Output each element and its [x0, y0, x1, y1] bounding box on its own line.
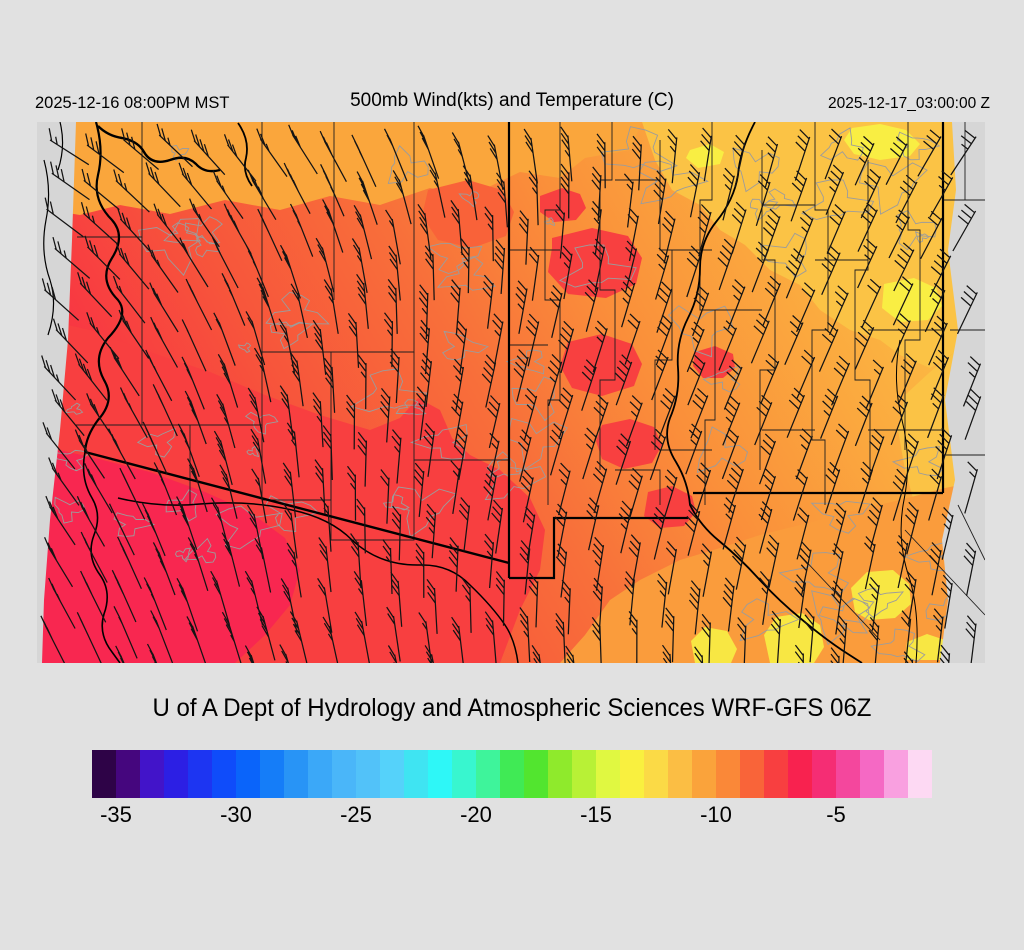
- valid-time-local: 2025-12-16 08:00PM MST: [35, 94, 230, 112]
- map-plot-area: [37, 122, 985, 663]
- colorbar-tick-label: -10: [700, 802, 732, 827]
- county-line: [854, 160, 871, 480]
- colorbar-segment: [668, 750, 692, 798]
- colorbar-segment: [332, 750, 356, 798]
- colorbar-segment: [500, 750, 524, 798]
- colorbar-segment: [356, 750, 380, 798]
- border-nm-bootheel: [509, 516, 688, 580]
- river-rio-grande: [666, 122, 863, 663]
- colorbar-segment: [428, 750, 452, 798]
- colorbar-segment: [596, 750, 620, 798]
- colorbar-segment: [836, 750, 860, 798]
- temperature-colorbar: [92, 750, 932, 798]
- colorbar-segment: [140, 750, 164, 798]
- colorbar-segment: [524, 750, 548, 798]
- county-line: [654, 140, 673, 450]
- map-svg: [37, 122, 985, 663]
- source-caption: U of A Dept of Hydrology and Atmospheric…: [152, 694, 872, 722]
- colorbar-segment: [260, 750, 284, 798]
- temp-region-crimson-sw: [37, 445, 300, 663]
- county-line: [811, 122, 829, 505]
- colorbar-segment: [164, 750, 188, 798]
- temp-spot-red-nm2: [560, 334, 642, 396]
- state-borders-layer: [84, 122, 945, 580]
- colorbar-segment: [548, 750, 572, 798]
- colorbar-segment: [212, 750, 236, 798]
- river-colorado-grand-canyon: [97, 125, 221, 173]
- colorbar-segment: [236, 750, 260, 798]
- border-az-mexico: [84, 450, 510, 565]
- temp-spot-yellow-br3: [851, 570, 911, 620]
- colorbar-segment: [716, 750, 740, 798]
- colorbar-segment: [188, 750, 212, 798]
- colorbar-tick-label: -25: [340, 802, 372, 827]
- colorbar-segment: [92, 750, 116, 798]
- colorbar-segment: [116, 750, 140, 798]
- colorbar-segment: [692, 750, 716, 798]
- colorbar-segment: [860, 750, 884, 798]
- colorbar-segment: [620, 750, 644, 798]
- colorbar-segment: [452, 750, 476, 798]
- colorbar-segment: [476, 750, 500, 798]
- county-line: [599, 122, 616, 470]
- colorbar-segment: [764, 750, 788, 798]
- temp-spot-red-nm6: [540, 188, 586, 222]
- river-west-margin-1: [43, 159, 55, 336]
- colorbar-segment: [572, 750, 596, 798]
- colorbar-segment: [740, 750, 764, 798]
- county-line: [957, 504, 985, 561]
- colorbar-tick-label: -20: [460, 802, 492, 827]
- colorbar-segment: [908, 750, 932, 798]
- page-title: 500mb Wind(kts) and Temperature (C): [350, 90, 674, 111]
- colorbar-tick-labels: -35 -30 -25 -20 -15 -10 -5: [92, 802, 932, 832]
- colorbar-segment: [644, 750, 668, 798]
- wind-barbs-layer: [40, 123, 982, 663]
- county-line: [615, 469, 661, 505]
- river-little-colorado: [237, 122, 253, 187]
- temp-patch-red-topcenter: [422, 180, 514, 248]
- margin-gray-right: [940, 122, 985, 663]
- colorbar-tick-label: -15: [580, 802, 612, 827]
- colorbar-segment: [380, 750, 404, 798]
- colorbar-tick-label: -35: [100, 802, 132, 827]
- river-colorado-west-border: [83, 122, 124, 453]
- temp-spot-yellow-ne2: [882, 278, 942, 322]
- colorbar-tick-label: -30: [220, 802, 252, 827]
- colorbar-segment: [788, 750, 812, 798]
- colorbar-tick-label: -5: [826, 802, 846, 827]
- temp-spot-yellow-ne3: [686, 144, 724, 168]
- county-line: [330, 460, 415, 541]
- county-line: [904, 529, 985, 616]
- river-pecos: [895, 339, 918, 663]
- colorbar-segment: [404, 750, 428, 798]
- river-west-margin-2: [57, 122, 64, 171]
- valid-time-utc: 2025-12-17_03:00:00 Z: [827, 95, 990, 112]
- county-line: [799, 554, 881, 641]
- colorbar-segment: [812, 750, 836, 798]
- river-colorado-south: [82, 451, 121, 663]
- county-line: [904, 122, 921, 450]
- colorbar-segment: [284, 750, 308, 798]
- county-line: [759, 150, 776, 470]
- colorbar-segment: [884, 750, 908, 798]
- temp-spot-red-nm1: [548, 228, 642, 298]
- county-line: [699, 122, 716, 505]
- temp-spot-yellow-br1: [691, 627, 737, 663]
- colorbar-segment: [308, 750, 332, 798]
